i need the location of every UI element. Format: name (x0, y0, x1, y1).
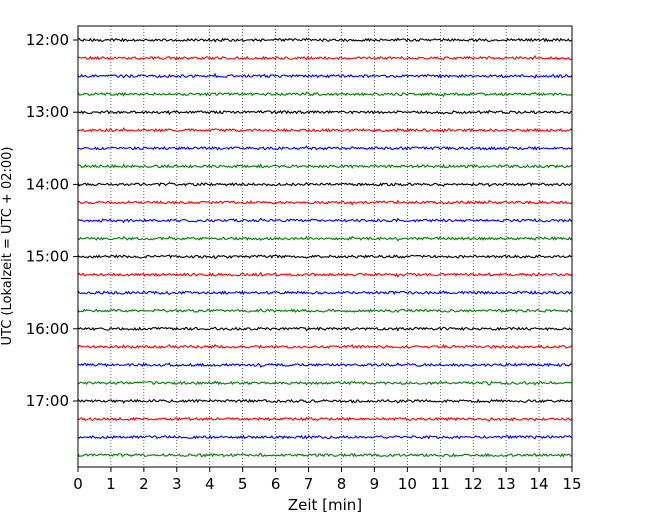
trace-1400 (77, 181, 573, 188)
trace-1245 (77, 91, 573, 98)
x-tick-label-3: 3 (172, 475, 182, 493)
trace-1300 (77, 109, 573, 116)
trace-1645 (77, 380, 573, 386)
seismic-traces (77, 37, 573, 458)
trace-1745 (77, 452, 573, 458)
x-tick-label-14: 14 (530, 475, 549, 493)
y-tick-label-1700: 17:00 (26, 392, 69, 410)
x-tick-label-13: 13 (497, 475, 516, 493)
trace-1345 (77, 163, 573, 169)
trace-1630 (77, 362, 573, 368)
trace-1330 (77, 145, 573, 151)
x-tick-label-4: 4 (205, 475, 215, 493)
x-tick-label-0: 0 (73, 475, 83, 493)
x-tick-label-5: 5 (238, 475, 248, 493)
trace-1415 (77, 199, 573, 206)
y-tick-label-1500: 15:00 (26, 248, 69, 266)
trace-1730 (77, 434, 573, 440)
trace-1530 (77, 290, 573, 296)
y-tick-label-1200: 12:00 (26, 31, 69, 49)
x-tick-label-15: 15 (562, 475, 581, 493)
x-axis: 0 1 2 3 4 5 6 7 8 9 10 11 12 13 14 15 (73, 467, 582, 493)
x-axis-label: Zeit [min] (288, 496, 362, 514)
x-tick-label-8: 8 (337, 475, 347, 493)
y-tick-label-1400: 14:00 (26, 175, 69, 193)
trace-1500 (77, 254, 573, 260)
y-axis: 12:00 13:00 14:00 15:00 16:00 17:00 (26, 31, 78, 410)
x-tick-label-12: 12 (464, 475, 483, 493)
trace-1445 (77, 235, 573, 242)
x-tick-label-2: 2 (139, 475, 149, 493)
x-tick-label-9: 9 (370, 475, 380, 493)
y-tick-label-1300: 13:00 (26, 103, 69, 121)
plot-frame (77, 25, 573, 468)
trace-1615 (77, 343, 573, 350)
trace-1430 (77, 217, 573, 224)
trace-1600 (77, 326, 573, 332)
x-tick-label-7: 7 (304, 475, 314, 493)
trace-1230 (77, 72, 573, 79)
x-tick-label-10: 10 (398, 475, 417, 493)
trace-1515 (77, 271, 573, 278)
x-tick-label-1: 1 (106, 475, 116, 493)
x-tick-label-11: 11 (431, 475, 450, 493)
y-tick-label-1600: 16:00 (26, 320, 69, 338)
y-axis-label: UTC (Lokalzeit = UTC + 02:00) (0, 147, 15, 346)
trace-1545 (77, 308, 573, 314)
trace-1215 (77, 54, 573, 61)
trace-1700 (77, 398, 573, 404)
trace-1200 (77, 37, 573, 43)
trace-1715 (77, 416, 573, 422)
trace-1315 (77, 127, 573, 133)
x-tick-label-6: 6 (271, 475, 281, 493)
